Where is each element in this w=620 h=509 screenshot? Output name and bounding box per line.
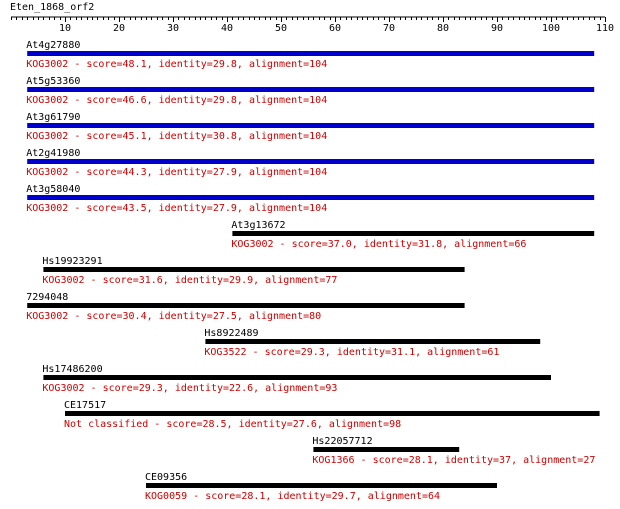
hit-bar xyxy=(65,411,600,416)
axis-tick-label: 80 xyxy=(437,23,449,34)
hit-name: At2g41980 xyxy=(26,148,80,159)
axis-tick-label: 60 xyxy=(329,23,341,34)
axis-tick-label: 70 xyxy=(383,23,395,34)
hit-name: CE09356 xyxy=(145,472,187,483)
hit-name: Hs8922489 xyxy=(204,328,258,339)
hit-bar xyxy=(205,339,541,344)
hit-bar xyxy=(313,447,460,452)
hit-bar xyxy=(43,267,465,272)
hit-description: Not classified - score=28.5, identity=27… xyxy=(64,419,401,430)
hit-bar xyxy=(27,303,465,308)
hit-row: At2g41980 KOG3002 - score=44.3, identity=… xyxy=(26,148,595,178)
axis-tick-label: 100 xyxy=(542,23,560,34)
hit-name: Hs17486200 xyxy=(42,364,102,375)
hit-name: Hs22057712 xyxy=(312,436,372,447)
hit-row: At5g53360 KOG3002 - score=46.6, identity=… xyxy=(26,76,595,106)
axis-tick-label: 20 xyxy=(113,23,125,34)
hit-description: KOG3002 - score=37.0, identity=31.8, ali… xyxy=(231,239,526,250)
hit-bar xyxy=(27,87,595,92)
hit-description: KOG1366 - score=28.1, identity=37, align… xyxy=(312,455,595,466)
hit-description: KOG3002 - score=30.4, identity=27.5, ali… xyxy=(26,311,321,322)
hit-bar xyxy=(27,195,595,200)
hit-bar xyxy=(27,123,595,128)
axis-tick-label: 30 xyxy=(167,23,179,34)
hit-bar xyxy=(232,231,595,236)
hit-row: Hs8922489 KOG3522 - score=29.3, identity=… xyxy=(204,328,541,358)
hit-description: KOG3002 - score=48.1, identity=29.8, ali… xyxy=(26,59,327,70)
hit-name: At4g27880 xyxy=(26,40,80,51)
axis-tick-label: 10 xyxy=(59,23,71,34)
hit-bar xyxy=(43,375,552,380)
hit-name: At3g61790 xyxy=(26,112,80,123)
hit-row: Hs19923291 KOG3002 - score=31.6, identity… xyxy=(42,256,465,286)
hit-name: Hs19923291 xyxy=(42,256,102,267)
axis-tick-label: 50 xyxy=(275,23,287,34)
hit-description: KOG3002 - score=43.5, identity=27.9, ali… xyxy=(26,203,327,214)
hit-row: At3g61790 KOG3002 - score=45.1, identity=… xyxy=(26,112,595,142)
axis-tick-label: 40 xyxy=(221,23,233,34)
hit-name: At3g13672 xyxy=(231,220,285,231)
hit-list: At4g27880 KOG3002 - score=48.1, identity=… xyxy=(26,40,600,502)
hit-row: CE09356 KOG0059 - score=28.1, identity=29… xyxy=(145,472,497,502)
hit-description: KOG3002 - score=31.6, identity=29.9, ali… xyxy=(42,275,337,286)
query-title: Eten_1868_orf2 xyxy=(10,2,94,13)
hit-row: Hs22057712 KOG1366 - score=28.1, identity… xyxy=(312,436,595,466)
hit-name: At3g58040 xyxy=(26,184,80,195)
hit-row: At3g13672 KOG3002 - score=37.0, identity=… xyxy=(231,220,595,250)
hit-row: At4g27880 KOG3002 - score=48.1, identity=… xyxy=(26,40,595,70)
hit-row: At3g58040 KOG3002 - score=43.5, identity=… xyxy=(26,184,595,214)
hit-description: KOG3002 - score=29.3, identity=22.6, ali… xyxy=(42,383,337,394)
hit-description: KOG0059 - score=28.1, identity=29.7, ali… xyxy=(145,491,440,502)
hit-row: Hs17486200 KOG3002 - score=29.3, identity… xyxy=(42,364,552,394)
hit-description: KOG3002 - score=44.3, identity=27.9, ali… xyxy=(26,167,327,178)
hit-name: 7294048 xyxy=(26,292,68,303)
hit-description: KOG3522 - score=29.3, identity=31.1, ali… xyxy=(204,347,499,358)
axis-tick-label: 110 xyxy=(596,23,614,34)
hit-description: KOG3002 - score=46.6, identity=29.8, ali… xyxy=(26,95,327,106)
hit-row: CE17517 Not classified - score=28.5, iden… xyxy=(64,400,600,430)
axis-tick-label: 90 xyxy=(491,23,503,34)
hit-row: 7294048 KOG3002 - score=30.4, identity=27… xyxy=(26,292,465,322)
hit-description: KOG3002 - score=45.1, identity=30.8, ali… xyxy=(26,131,327,142)
hit-name: At5g53360 xyxy=(26,76,80,87)
hit-bar xyxy=(27,159,595,164)
sequence-axis: 10 20 30 40 50 60 70 80 90 100 110 xyxy=(11,16,614,34)
hit-bar xyxy=(146,483,497,488)
hit-bar xyxy=(27,51,595,56)
hit-name: CE17517 xyxy=(64,400,106,411)
